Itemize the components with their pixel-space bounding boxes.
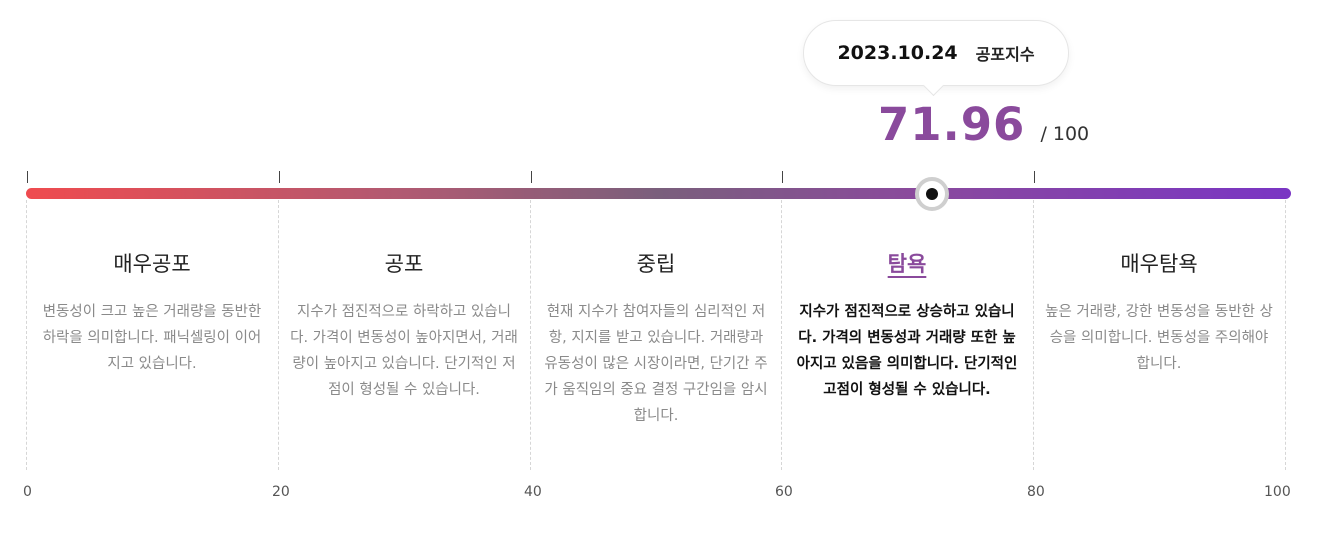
score-display: 71.96 / 100 [878,98,1089,158]
zone-title: 매우공포 [113,252,191,276]
separator-40 [530,200,531,470]
separator-0 [26,200,27,470]
tick-0 [27,171,28,183]
separator-20 [278,200,279,470]
zone-extreme-greed: 매우탐욕 높은 거래량, 강한 변동성을 동반한 상승을 의미합니다. 변동성을… [1044,244,1274,377]
fear-greed-gradient-bar [26,188,1291,199]
tooltip-label: 공포지수 [975,45,1035,64]
tick-20 [279,171,280,183]
current-value-marker [915,177,950,211]
axis-label-100: 100 [1264,484,1291,500]
zone-extreme-fear: 매우공포 변동성이 크고 높은 거래량을 동반한 하락을 의미합니다. 패닉셀링… [37,244,267,377]
date-tooltip: 2023.10.24 공포지수 [803,20,1069,86]
zone-greed: 탐욕 지수가 점진적으로 상승하고 있습니다. 가격의 변동성과 거래량 또한 … [792,244,1022,403]
tick-80 [1034,171,1035,183]
zone-description: 높은 거래량, 강한 변동성을 동반한 상승을 의미합니다. 변동성을 주의해야… [1045,304,1273,372]
separator-100 [1285,200,1286,470]
score-value: 71.96 [878,98,1026,151]
tooltip-date: 2023.10.24 [837,42,958,64]
axis-label-0: 0 [23,484,32,500]
separator-60 [781,200,782,470]
zone-description: 지수가 점진적으로 상승하고 있습니다. 가격의 변동성과 거래량 또한 높아지… [796,304,1018,398]
axis-label-40: 40 [524,484,542,500]
zone-title: 중립 [636,252,676,276]
separator-80 [1033,200,1034,470]
axis-label-80: 80 [1027,484,1045,500]
zone-description: 변동성이 크고 높은 거래량을 동반한 하락을 의미합니다. 패닉셀링이 이어지… [42,304,262,372]
zone-description: 지수가 점진적으로 하락하고 있습니다. 가격이 변동성이 높아지면서, 거래량… [290,304,518,398]
tick-60 [782,171,783,183]
marker-dot [926,188,939,200]
zone-title-active[interactable]: 탐욕 [887,252,927,276]
score-max: / 100 [1040,123,1090,145]
tick-40 [531,171,532,183]
axis-label-20: 20 [272,484,290,500]
axis-label-60: 60 [775,484,793,500]
zone-title: 매우탐욕 [1120,252,1198,276]
zone-neutral: 중립 현재 지수가 참여자들의 심리적인 저항, 지지를 받고 있습니다. 거래… [541,244,771,429]
zone-title: 공포 [384,252,424,276]
zone-fear: 공포 지수가 점진적으로 하락하고 있습니다. 가격이 변동성이 높아지면서, … [289,244,519,403]
zone-description: 현재 지수가 참여자들의 심리적인 저항, 지지를 받고 있습니다. 거래량과 … [544,304,768,424]
